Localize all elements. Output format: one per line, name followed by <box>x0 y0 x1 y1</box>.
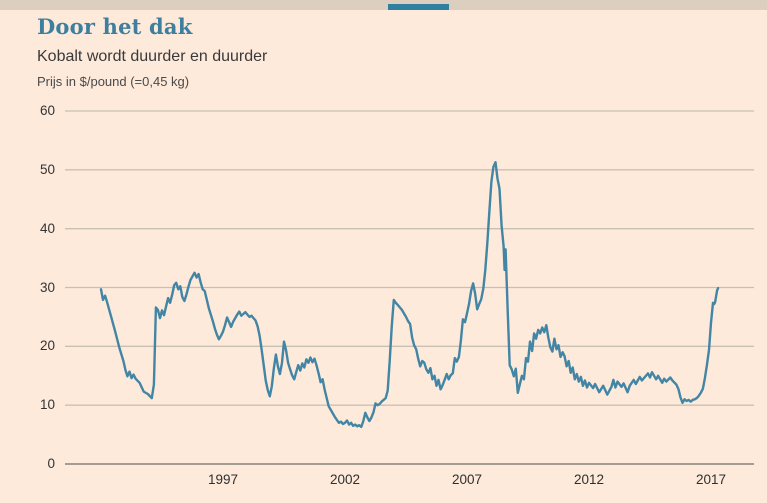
x-tick-label: 2012 <box>573 472 605 487</box>
y-tick-label: 10 <box>39 397 55 413</box>
chart-title: Door het dak <box>37 14 193 39</box>
top-bar <box>0 0 767 10</box>
price-line <box>99 160 720 429</box>
y-tick-label: 20 <box>39 338 55 354</box>
y-tick-label: 50 <box>39 161 55 177</box>
x-tick-label: 2002 <box>329 472 361 487</box>
chart-subtitle: Kobalt wordt duurder en duurder <box>37 48 268 65</box>
x-tick-label: 1997 <box>207 472 239 487</box>
y-tick-label: 40 <box>39 220 55 236</box>
x-tick-label: 2007 <box>451 472 483 487</box>
y-tick-label: 30 <box>39 279 55 295</box>
y-tick-label: 60 <box>39 103 55 118</box>
x-tick-label: 2017 <box>695 472 727 487</box>
chart-unit-label: Prijs in $/pound (=0,45 kg) <box>37 74 190 89</box>
y-tick-label: 0 <box>47 456 55 471</box>
top-bar-accent-segment <box>388 4 449 10</box>
